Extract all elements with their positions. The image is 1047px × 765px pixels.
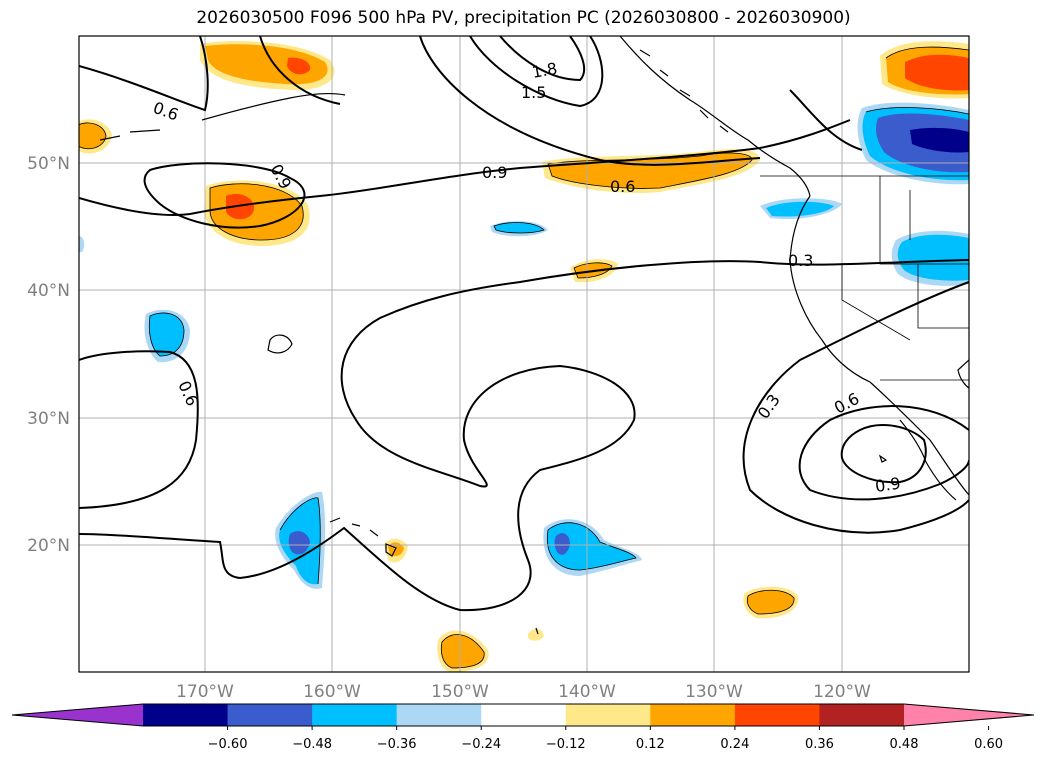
map-title: 2026030500 F096 500 hPa PV, precipitatio…	[196, 8, 851, 28]
map-frame	[78, 35, 970, 673]
gridlines	[79, 36, 969, 672]
colorbar-tick-label: 0.12	[636, 737, 665, 752]
colorbar-segment	[396, 704, 482, 726]
contour-label: 1.5	[521, 83, 546, 102]
pv-contours	[79, 36, 969, 612]
colorbar-tick-label: 0.60	[974, 737, 1003, 752]
colorbar-segment	[481, 704, 567, 726]
contour-label: 0.9	[482, 163, 507, 182]
colorbar-segment	[650, 704, 736, 726]
colorbar: −0.60 −0.48 −0.36 −0.24 −0.12 0.12 0.24 0.36 0.4…	[11, 703, 1035, 752]
colorbar-tick-label: 0.24	[720, 737, 749, 752]
lat-label: 20°N	[27, 536, 70, 556]
contour-label: 1.8	[530, 59, 558, 82]
lon-label: 140°W	[558, 682, 616, 702]
colorbar-tick-label: −0.36	[377, 737, 417, 752]
colorbar-segment	[819, 704, 905, 726]
colorbar-tick-label: −0.48	[292, 737, 332, 752]
lat-label: 50°N	[27, 154, 70, 174]
lon-label: 120°W	[813, 682, 871, 702]
colorbar-segment	[143, 704, 229, 726]
colorbar-tick-label: 0.48	[890, 737, 919, 752]
colorbar-tick-label: −0.24	[461, 737, 501, 752]
lon-label: 150°W	[431, 682, 489, 702]
latitude-labels: 50°N 40°N 30°N 20°N	[27, 154, 70, 556]
coastlines	[99, 36, 969, 635]
colorbar-tick-label: −0.60	[208, 737, 248, 752]
colorbar-segment	[565, 704, 651, 726]
colorbar-over-arrow	[904, 704, 1034, 726]
colorbar-segment	[227, 704, 313, 726]
lat-label: 40°N	[27, 281, 70, 301]
precip-negative-areas	[79, 102, 969, 589]
lat-label: 30°N	[27, 409, 70, 429]
contour-label: 0.3	[788, 251, 813, 270]
colorbar-tick-label: 0.36	[805, 737, 834, 752]
lon-label: 170°W	[176, 682, 234, 702]
map-background	[79, 36, 969, 672]
colorbar-under-arrow	[12, 704, 143, 726]
colorbar-tick-label: −0.12	[546, 737, 586, 752]
contour-label: 0.9	[874, 474, 902, 496]
contour-label: 0.6	[610, 177, 635, 196]
lon-label: 160°W	[303, 682, 361, 702]
precip-outlines	[79, 46, 969, 669]
lon-label: 130°W	[685, 682, 743, 702]
colorbar-segment	[312, 704, 398, 726]
longitude-labels: 170°W 160°W 150°W 140°W 130°W 120°W	[176, 682, 871, 702]
colorbar-segment	[734, 704, 820, 726]
